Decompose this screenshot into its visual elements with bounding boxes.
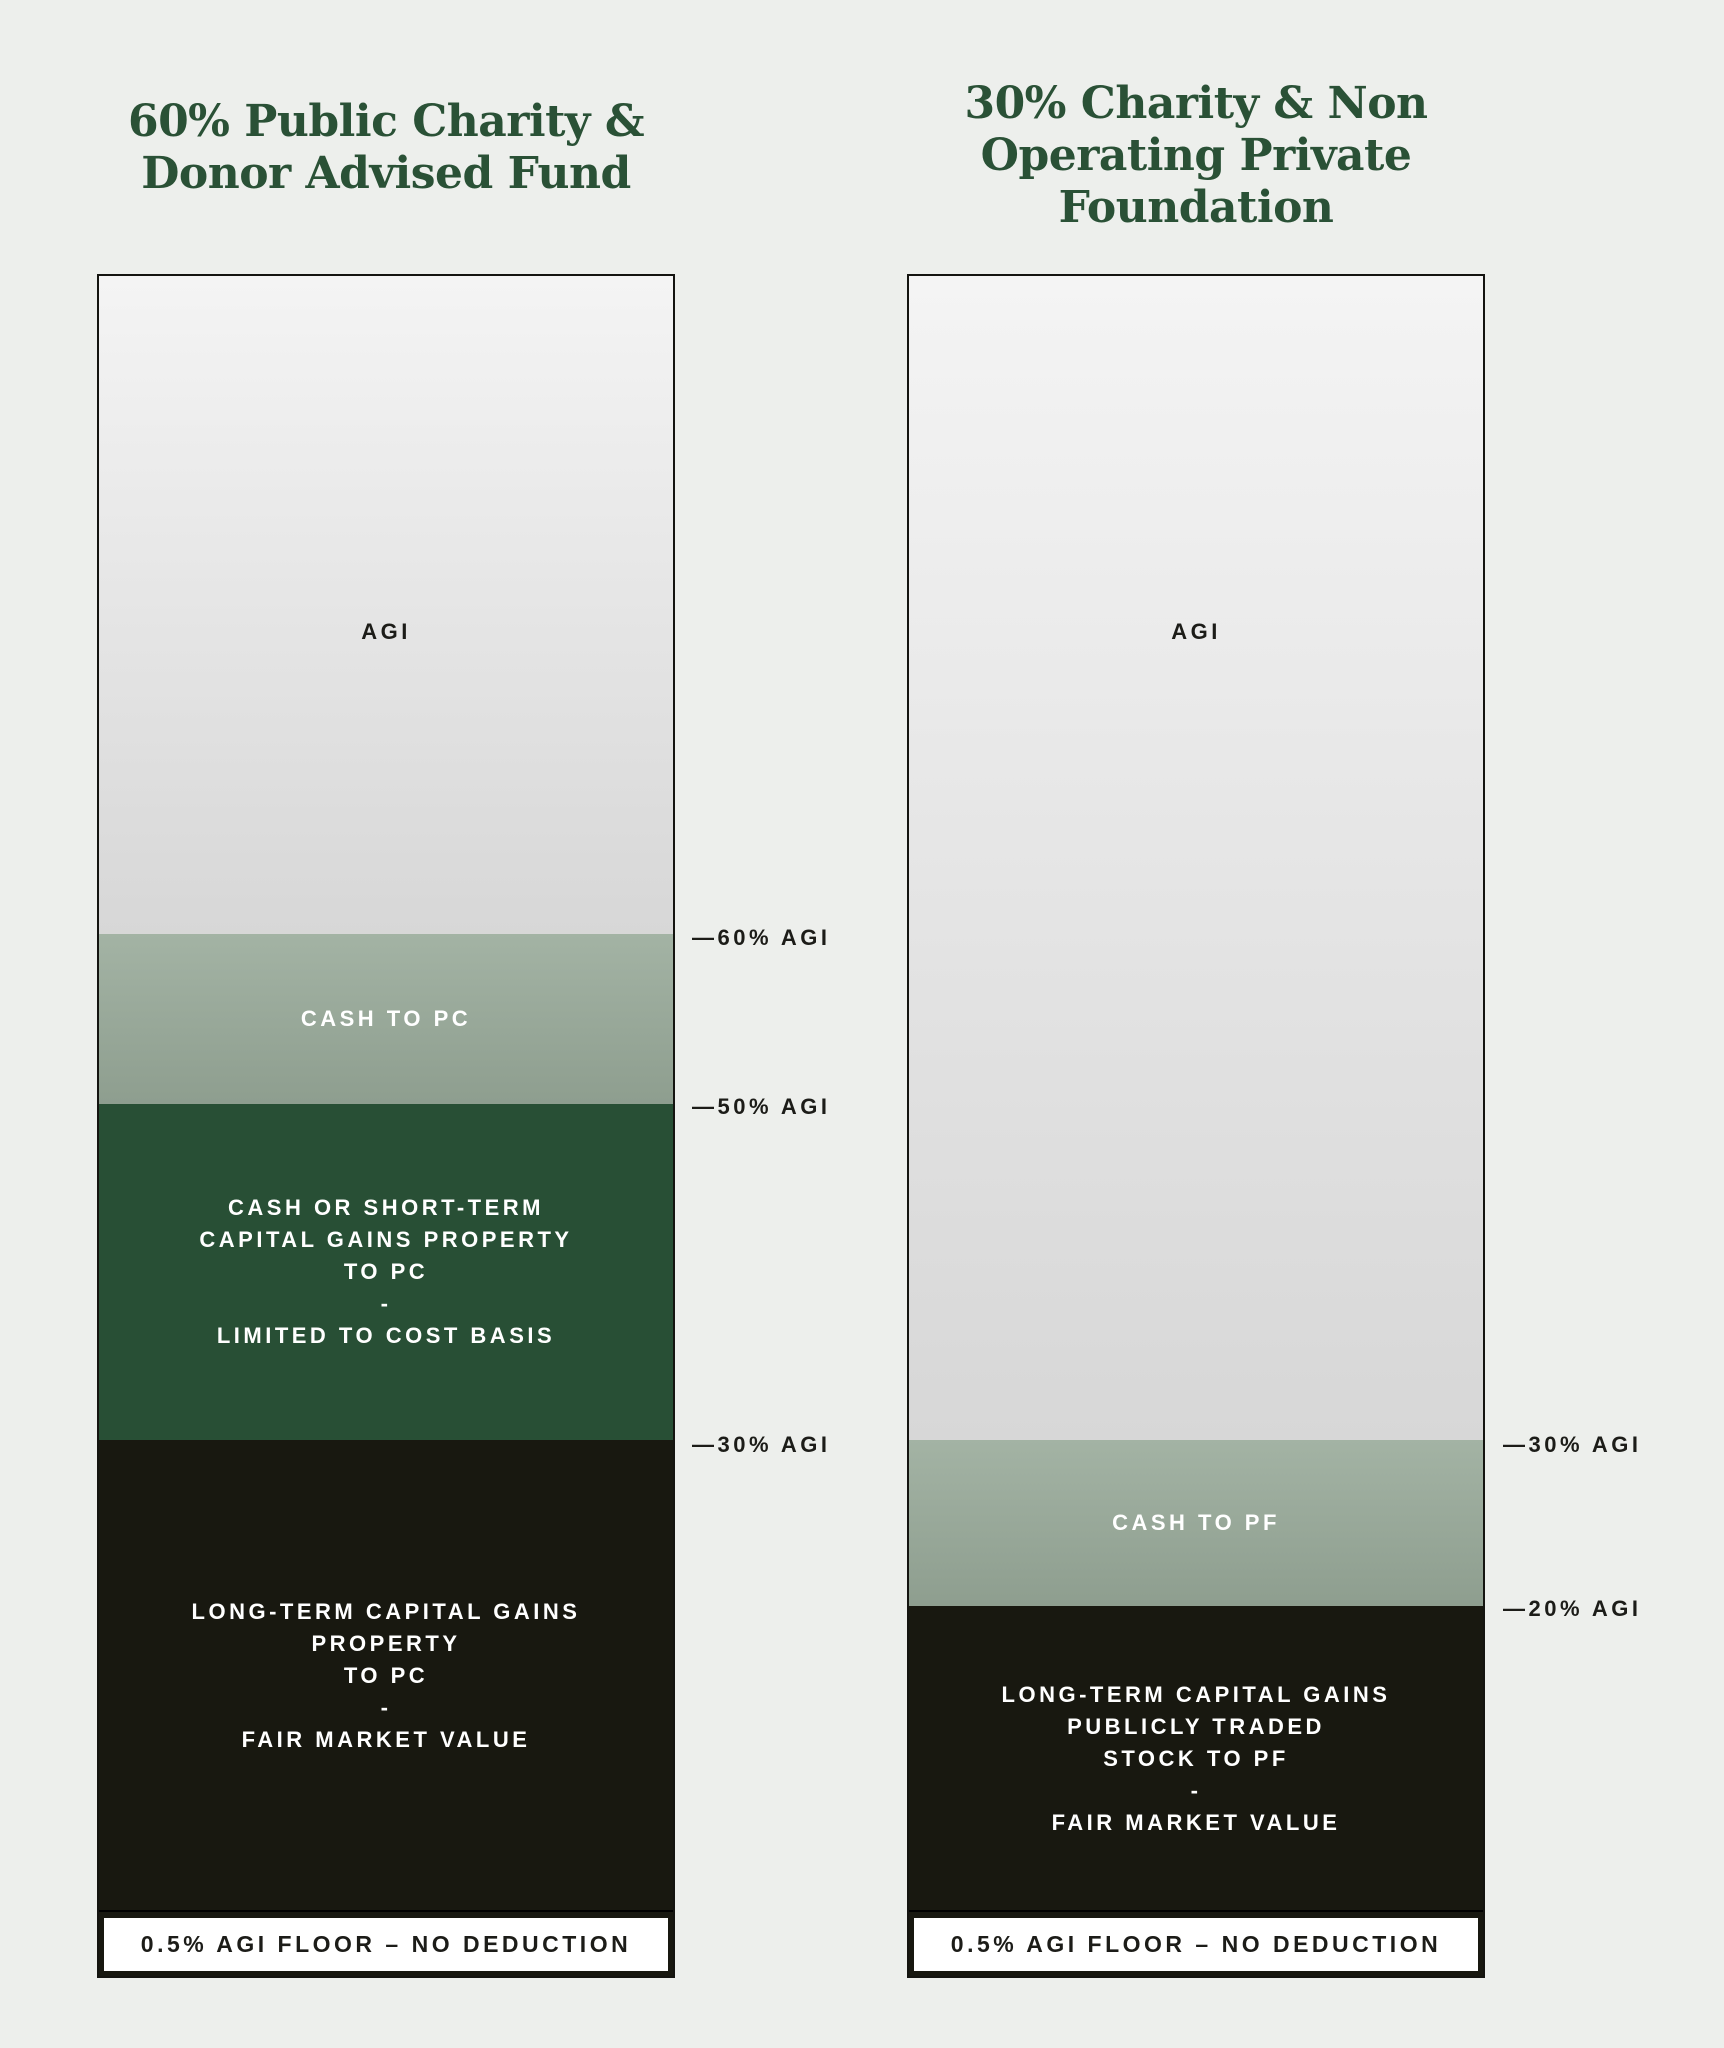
agi-segment: AGI [909,276,1483,1440]
agi-segment: AGI [99,276,673,934]
left-panel-title: 60% Public Charity & Donor Advised Fund [127,96,645,199]
right-deduction-column: AGI CASH TO PF LONG-TERM CAPITAL GAINS P… [907,274,1485,1978]
marker-50-agi: —50% AGI [692,1094,831,1119]
long-term-stock-segment: LONG-TERM CAPITAL GAINS PUBLICLY TRADED … [909,1606,1483,1912]
cash-to-pf-label: CASH TO PF [1112,1510,1280,1535]
long-term-stock-label: LONG-TERM CAPITAL GAINS PUBLICLY TRADED … [1001,1682,1391,1835]
right-panel-title: 30% Charity & Non Operating Private Foun… [964,78,1428,233]
marker-30-agi: —30% AGI [692,1432,831,1457]
agi-label: AGI [1171,619,1221,644]
cash-to-pc-label: CASH TO PC [300,1006,472,1031]
short-term-gains-label: CASH OR SHORT-TERM CAPITAL GAINS PROPERT… [199,1195,573,1348]
marker-20-agi: —20% AGI [1503,1596,1642,1621]
short-term-gains-segment: CASH OR SHORT-TERM CAPITAL GAINS PROPERT… [99,1104,673,1440]
long-term-gains-label: LONG-TERM CAPITAL GAINS PROPERTY TO PC -… [191,1599,581,1752]
agi-floor-label: 0.5% AGI FLOOR – NO DEDUCTION [914,1918,1478,1971]
agi-floor-box: 0.5% AGI FLOOR – NO DEDUCTION [909,1910,1483,1976]
agi-label: AGI [361,619,411,644]
agi-floor-box: 0.5% AGI FLOOR – NO DEDUCTION [99,1910,673,1976]
left-deduction-column: AGI CASH TO PC CASH OR SHORT-TERM CAPITA… [97,274,675,1978]
marker-60-agi: —60% AGI [692,925,831,950]
long-term-gains-segment: LONG-TERM CAPITAL GAINS PROPERTY TO PC -… [99,1440,673,1912]
cash-to-pf-segment: CASH TO PF [909,1440,1483,1606]
marker-30-agi: —30% AGI [1503,1432,1642,1457]
cash-to-pc-segment: CASH TO PC [99,934,673,1104]
agi-floor-label: 0.5% AGI FLOOR – NO DEDUCTION [104,1918,668,1971]
